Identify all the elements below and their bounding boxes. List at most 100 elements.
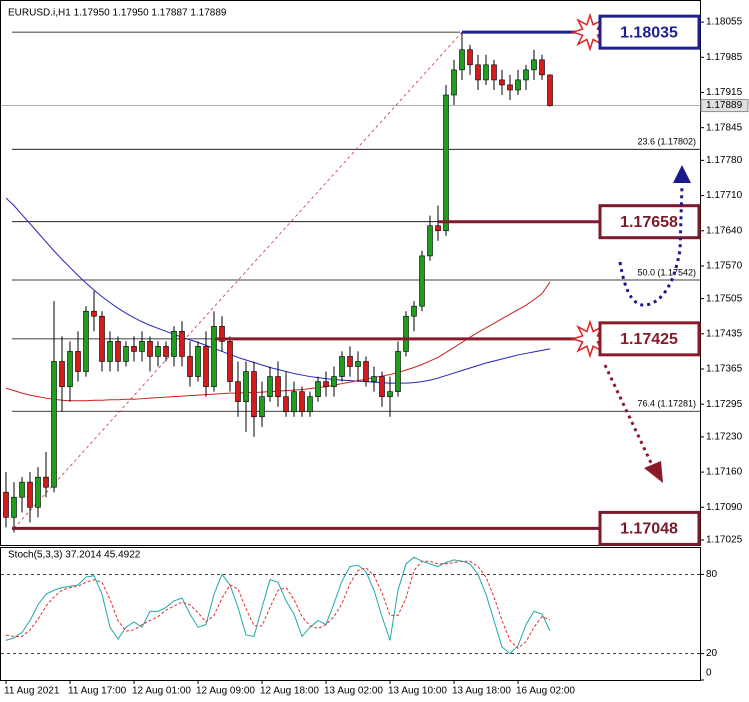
marks: 1.18055 1.17985 1.17915 1.17845 1.17780 1.177… [1, 12, 749, 697]
stoch-line [5, 560, 551, 649]
stoch-line [5, 556, 551, 655]
stoch-title: Stoch(5,3,3) 37.2014 45.4922 [8, 550, 141, 561]
candle-body [35, 476, 41, 508]
candle-body [515, 79, 521, 91]
candle-body [123, 346, 129, 362]
y-tick-label: 1.17915 [706, 87, 743, 98]
y-tick-label: 1.17025 [706, 535, 743, 546]
level-box-label: 1.17658 [620, 214, 678, 231]
candle-body [99, 315, 105, 362]
level-box-label: 1.17048 [620, 521, 678, 538]
candle-body [483, 64, 489, 81]
candle-body [339, 356, 345, 377]
candle-body [315, 381, 321, 397]
candle-body [251, 371, 257, 418]
stoch-panel [0, 547, 701, 681]
chart-title: EURUSD.i,H1 1.17950 1.17950 1.17887 1.17… [8, 8, 227, 19]
candle-body [523, 69, 529, 81]
candle-body [51, 361, 57, 488]
candle-body [403, 315, 409, 352]
candle-body [531, 59, 537, 71]
y-tick-label: 1.17780 [706, 155, 743, 166]
candle-body [467, 49, 473, 66]
down-arrowhead [644, 461, 663, 483]
fib-level-label: 50.0 (1.17542) [637, 267, 696, 277]
candle-body [131, 346, 137, 352]
y-tick-label: 1.17505 [706, 293, 743, 304]
candle-body [419, 255, 425, 307]
candle-body [27, 481, 33, 508]
candle-body [115, 341, 121, 362]
candle-body [371, 376, 377, 382]
y-tick-label: 1.17985 [706, 52, 743, 63]
candle-body [203, 346, 209, 387]
y-tick-label: 0 [706, 668, 712, 679]
candle-body [363, 361, 369, 382]
candle-body [211, 325, 217, 387]
candle-body [179, 331, 185, 357]
candle-body [283, 396, 289, 413]
candle-body [507, 84, 513, 91]
down-forecast-arrow [603, 364, 654, 466]
candle-body [43, 476, 49, 488]
candle-body [307, 396, 313, 413]
candle-body [155, 346, 161, 357]
candle-body [547, 74, 553, 106]
candle-body [67, 351, 73, 387]
candle-body [75, 351, 81, 372]
candle-body [187, 356, 193, 377]
x-tick-label: 13 Aug 18:00 [452, 686, 511, 697]
y-tick-label: 1.17640 [706, 225, 743, 236]
y-tick-label: 1.17710 [706, 190, 743, 201]
y-tick-label: 20 [706, 648, 718, 659]
up-arrowhead [673, 165, 691, 183]
x-tick-label: 11 Aug 2021 [4, 686, 60, 697]
candle-body [11, 496, 17, 518]
candle-body [395, 351, 401, 392]
candle-body [355, 361, 361, 367]
current-price-label: 1.17889 [706, 100, 743, 111]
x-tick-label: 13 Aug 10:00 [388, 686, 447, 697]
candle-body [83, 310, 89, 372]
candle-body [451, 69, 457, 96]
candle-body [411, 305, 417, 317]
level-box [598, 510, 701, 546]
candle-body [107, 341, 113, 362]
candle-body [91, 310, 97, 317]
candle-body [443, 94, 449, 232]
x-tick-label: 16 Aug 02:00 [516, 686, 575, 697]
x-tick-label: 11 Aug 17:00 [68, 686, 127, 697]
candle-body [331, 376, 337, 387]
candle-body [323, 381, 329, 387]
candle-body [427, 225, 433, 257]
candle-body [539, 59, 545, 76]
candle-body [195, 346, 201, 377]
candle-body [275, 376, 281, 397]
level-box [598, 14, 701, 50]
candle-body [291, 391, 297, 413]
candle-body [219, 325, 225, 342]
candle-body [59, 361, 65, 387]
candle-body [171, 331, 177, 357]
y-tick-label: 80 [706, 569, 718, 580]
x-tick-label: 12 Aug 01:00 [132, 686, 191, 697]
candle-body [459, 49, 465, 71]
candle-body [235, 381, 241, 403]
candle-body [243, 371, 249, 403]
y-tick-label: 1.17160 [706, 467, 743, 478]
y-tick-label: 1.18055 [706, 17, 743, 28]
y-tick-label: 1.17435 [706, 328, 743, 339]
candle-body [163, 346, 169, 357]
y-tick-label: 1.17365 [706, 364, 743, 375]
fib-level-label: 76.4 (1.17281) [637, 399, 696, 409]
candle-body [491, 64, 497, 81]
y-tick-label: 1.17090 [706, 502, 743, 513]
y-tick-label: 1.17570 [706, 261, 743, 272]
main-panel [0, 0, 701, 546]
level-box-label: 1.18035 [620, 24, 678, 41]
y-tick-label: 1.17295 [706, 399, 743, 410]
candle-body [499, 79, 505, 86]
level-box [598, 321, 701, 357]
x-tick-label: 12 Aug 09:00 [196, 686, 255, 697]
